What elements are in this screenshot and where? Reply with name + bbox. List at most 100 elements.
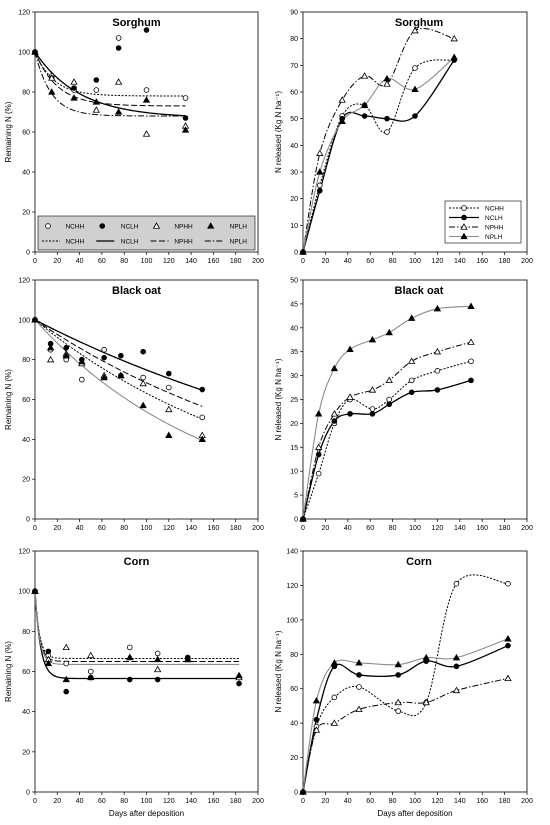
data-point-nclh (93, 77, 100, 83)
data-point-nplh (114, 108, 123, 115)
data-point-nplh (153, 655, 162, 663)
data-point-nchh (434, 368, 441, 374)
data-point-nplh (360, 101, 369, 108)
data-point-nplh (338, 117, 346, 124)
x-tick-label: 140 (185, 258, 197, 265)
x-tick-label: 20 (53, 798, 61, 805)
y-tick-label: 60 (22, 397, 30, 404)
fit-line-nphh (34, 51, 186, 107)
data-point-nphh (411, 26, 419, 34)
y-tick-label: 100 (18, 317, 30, 324)
data-point-nclh (182, 115, 189, 121)
x-tick-label: 80 (389, 525, 397, 532)
series-line-nplh (302, 305, 472, 520)
data-point-nclh (408, 389, 415, 396)
legend-label: NPLH (230, 239, 248, 246)
data-point-nchh (356, 684, 362, 690)
series-line-nplh (302, 56, 455, 253)
x-tick-label: 200 (521, 525, 533, 532)
y-tick-label: 45 (290, 301, 298, 308)
data-point-nclh (369, 411, 376, 417)
x-tick-label: 180 (499, 258, 511, 265)
y-tick-label: 0 (294, 250, 298, 257)
x-tick-label: 140 (454, 525, 466, 532)
data-point-nphh (338, 96, 346, 103)
y-axis-label: Remaining N (%) (4, 101, 13, 162)
y-tick-label: 120 (286, 583, 298, 590)
data-point-nphh (467, 338, 475, 345)
y-axis-label: Remaining N (%) (4, 369, 13, 430)
y-tick-label: 40 (290, 325, 298, 332)
legend-marker-nphh (460, 223, 468, 230)
data-point-nphh (383, 80, 391, 87)
x-tick-label: 40 (344, 798, 352, 805)
x-tick-label: 100 (409, 798, 421, 805)
data-point-nplh (355, 659, 363, 666)
data-point-nclh (63, 688, 70, 695)
legend-label: NCHH (65, 224, 84, 231)
data-point-nchh (369, 406, 376, 412)
chart-title: Sorghum (395, 17, 443, 29)
y-tick-label: 20 (22, 749, 30, 756)
x-tick-label: 80 (389, 798, 397, 805)
data-point-nplh (330, 659, 339, 666)
x-tick-label: 40 (344, 525, 352, 532)
y-axis-label: Remaining N (%) (4, 641, 13, 702)
data-point-nplh (92, 98, 101, 105)
data-point-nplh (31, 48, 39, 55)
data-point-nplh (504, 634, 512, 642)
data-point-nphh (316, 149, 324, 156)
legend-box (37, 215, 256, 251)
y-tick-label: 20 (290, 755, 298, 762)
legend-marker-nclh (99, 223, 106, 229)
x-tick-label: 60 (366, 525, 374, 532)
chart-corn_released: 0 20 40 60 80 100 120 140 160 180 200 0 20 40 60 80 100 1… (274, 549, 533, 819)
plot-frame (302, 279, 528, 520)
chart-title: Black oat (395, 285, 444, 297)
data-point-nphh (312, 726, 321, 733)
x-tick-label: 80 (389, 258, 397, 265)
y-tick-label: 10 (290, 469, 298, 476)
data-point-nchh (331, 694, 338, 701)
chart-title: Black oat (112, 285, 161, 297)
data-point-nplh (70, 94, 78, 101)
y-tick-label: 20 (290, 196, 298, 203)
data-point-nchh (143, 87, 150, 93)
data-point-nphh (314, 443, 323, 450)
data-point-nplh (117, 371, 125, 379)
data-point-nphh (452, 686, 461, 694)
data-point-nplh (452, 653, 461, 661)
x-tick-label: 80 (120, 798, 128, 805)
y-axis-label: N released (Kg N ha⁻¹) (274, 630, 283, 712)
chart-title: Corn (124, 556, 150, 568)
data-point-nchh (386, 396, 393, 403)
chart-sorghum_remaining: 0 20 40 60 80 100 120 140 160 180 200 0 20 40 60 80 100 1… (4, 10, 264, 266)
data-point-nphh (433, 347, 442, 355)
legend: NCHH NCLH NPHH NPLH NCHH NCLH NPHH NPLH (37, 215, 256, 251)
data-point-nplh (299, 788, 307, 795)
data-point-nplh (411, 85, 419, 92)
x-tick-label: 0 (33, 525, 37, 532)
x-tick-label: 200 (252, 525, 264, 532)
y-tick-label: 80 (290, 652, 298, 659)
x-tick-label: 60 (98, 798, 106, 805)
y-tick-label: 15 (290, 445, 298, 452)
data-point-nclh (453, 663, 460, 670)
x-tick-label: 80 (120, 525, 128, 532)
x-tick-label: 0 (33, 798, 37, 805)
data-point-nchh (412, 65, 418, 71)
data-point-nclh (236, 680, 242, 687)
y-tick-label: 100 (286, 617, 298, 624)
data-point-nchh (468, 358, 474, 365)
y-tick-label: 0 (294, 790, 298, 797)
data-point-nplh (46, 343, 55, 351)
data-point-nplh (181, 126, 190, 133)
data-point-nplh (235, 671, 243, 679)
x-tick-label: 20 (322, 258, 330, 265)
x-tick-label: 0 (33, 258, 37, 265)
data-point-nphh (62, 643, 70, 651)
x-tick-label: 200 (521, 798, 533, 805)
data-point-nphh (114, 78, 123, 85)
data-point-nplh (31, 316, 39, 323)
data-point-nchh (315, 470, 322, 477)
